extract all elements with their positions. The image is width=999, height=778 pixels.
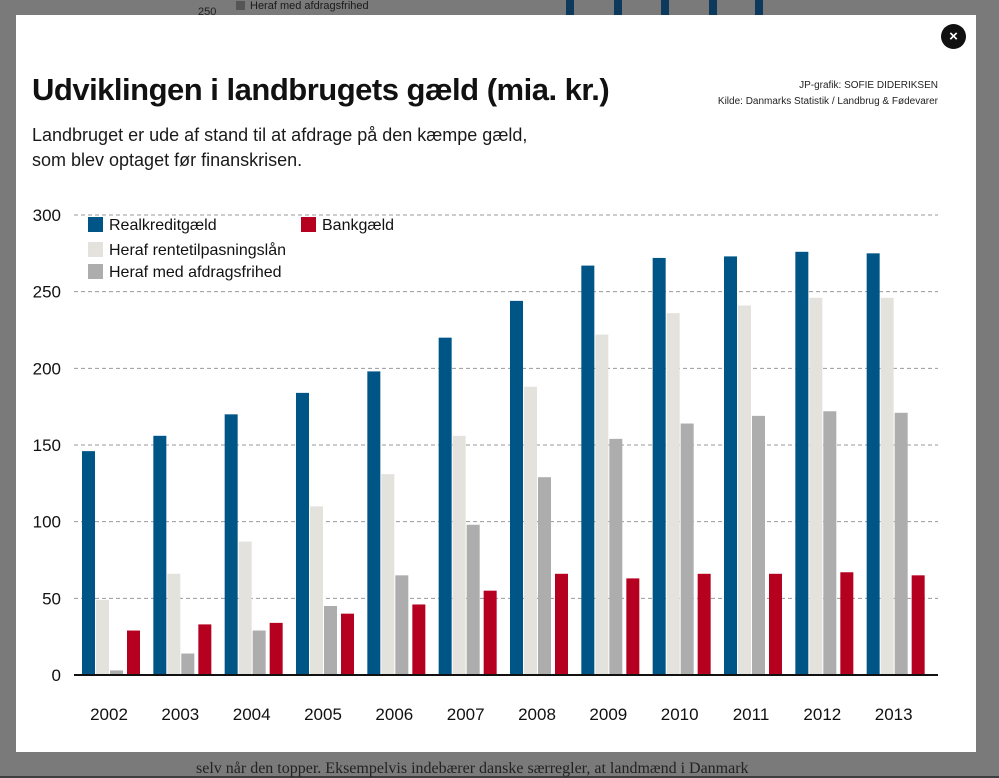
y-tick-label: 0 xyxy=(52,666,61,685)
y-tick-label: 150 xyxy=(33,436,61,455)
legend-label: Heraf rentetilpasningslån xyxy=(109,241,286,259)
bar xyxy=(680,423,694,675)
bar xyxy=(167,573,181,675)
background-legend-label: Heraf med afdragsfrihed xyxy=(250,0,369,12)
chart-subtitle: Landbruget er ude af stand til at afdrag… xyxy=(32,123,592,173)
bar xyxy=(880,297,894,675)
bar xyxy=(538,477,551,675)
background-legend-item: Heraf med afdragsfrihed xyxy=(236,0,369,12)
y-tick-label: 50 xyxy=(42,589,61,608)
bar xyxy=(381,474,395,675)
x-tick-label: 2009 xyxy=(589,705,627,724)
bar xyxy=(224,414,238,675)
bar xyxy=(840,572,854,675)
bar xyxy=(666,313,680,675)
bar xyxy=(581,265,595,675)
bar xyxy=(310,506,323,675)
legend-swatch xyxy=(301,217,316,232)
bar xyxy=(769,573,782,675)
bar xyxy=(198,624,212,675)
bar xyxy=(823,411,837,675)
legend-swatch xyxy=(88,217,103,232)
x-tick-label: 2008 xyxy=(518,705,556,724)
bar xyxy=(626,578,640,675)
bar xyxy=(466,524,480,675)
credit-source: Kilde: Danmarks Statistik / Landbrug & F… xyxy=(717,96,938,107)
x-tick-label: 2007 xyxy=(447,705,485,724)
bar xyxy=(395,575,409,675)
background-bar xyxy=(661,0,669,15)
bar xyxy=(524,386,537,675)
x-tick-label: 2011 xyxy=(733,705,770,724)
bar xyxy=(483,590,497,675)
y-tick-label: 200 xyxy=(33,359,61,378)
bar xyxy=(452,435,466,675)
credit-graphic: JP-grafik: SOFIE DIDERIKSEN xyxy=(799,80,938,91)
bar xyxy=(752,415,765,675)
x-tick-label: 2006 xyxy=(375,705,413,724)
background-bar xyxy=(614,0,622,15)
background-legend-swatch xyxy=(236,1,245,10)
y-tick-label: 100 xyxy=(33,513,61,532)
y-tick-label: 250 xyxy=(33,283,61,302)
y-tick-label: 300 xyxy=(33,206,61,225)
bar xyxy=(110,670,123,675)
bar xyxy=(296,392,309,675)
bar xyxy=(412,604,426,675)
x-tick-label: 2002 xyxy=(90,705,128,724)
bar xyxy=(809,297,823,675)
legend-swatch xyxy=(88,242,103,257)
background-bar xyxy=(566,0,574,15)
bar xyxy=(555,573,568,675)
bar xyxy=(269,622,283,675)
bar xyxy=(724,256,737,675)
bar xyxy=(324,606,337,675)
background-article-text: selv når den topper. Eksempelvis indebær… xyxy=(196,760,749,777)
bar xyxy=(127,630,140,675)
bar xyxy=(82,451,95,675)
bar xyxy=(510,300,523,675)
x-tick-label: 2004 xyxy=(233,705,271,724)
x-tick-label: 2010 xyxy=(661,705,699,724)
close-button[interactable]: × xyxy=(941,24,966,49)
bar xyxy=(652,257,666,675)
bar xyxy=(252,630,266,675)
bar xyxy=(738,305,751,675)
legend-swatch xyxy=(88,264,103,279)
legend-label: Realkreditgæld xyxy=(109,217,217,234)
bar xyxy=(341,613,354,675)
bar xyxy=(238,541,252,675)
bar xyxy=(96,599,109,675)
bar xyxy=(697,573,711,675)
bar xyxy=(866,253,880,676)
bar xyxy=(609,438,623,675)
chart-modal: × Udviklingen i landbrugets gæld (mia. k… xyxy=(16,15,976,752)
bar xyxy=(367,371,381,675)
chart-title: Udviklingen i landbrugets gæld (mia. kr.… xyxy=(32,72,610,107)
bar xyxy=(911,575,925,675)
legend-label: Bankgæld xyxy=(322,217,394,234)
subtitle-line: Landbruget er ude af stand til at afdrag… xyxy=(32,125,528,145)
bar xyxy=(181,653,195,675)
legend-label: Heraf med afdragsfrihed xyxy=(109,264,282,281)
x-tick-label: 2012 xyxy=(803,705,841,724)
bar xyxy=(153,435,167,675)
chart-credit: JP-grafik: SOFIE DIDERIKSEN Kilde: Danma… xyxy=(718,78,938,110)
x-tick-label: 2003 xyxy=(161,705,199,724)
bar-chart: 0 50 100 150 200 250 300 2002 2003 2004 2005 2006 20… xyxy=(33,206,938,724)
bar xyxy=(795,251,809,676)
bar xyxy=(438,337,452,675)
background-bar xyxy=(709,0,717,15)
bar xyxy=(595,334,609,675)
bar xyxy=(894,412,908,675)
x-tick-label: 2013 xyxy=(875,705,913,724)
subtitle-line: som blev optaget før finanskrisen. xyxy=(32,150,303,170)
x-tick-label: 2005 xyxy=(304,705,342,724)
background-bar xyxy=(755,0,763,15)
